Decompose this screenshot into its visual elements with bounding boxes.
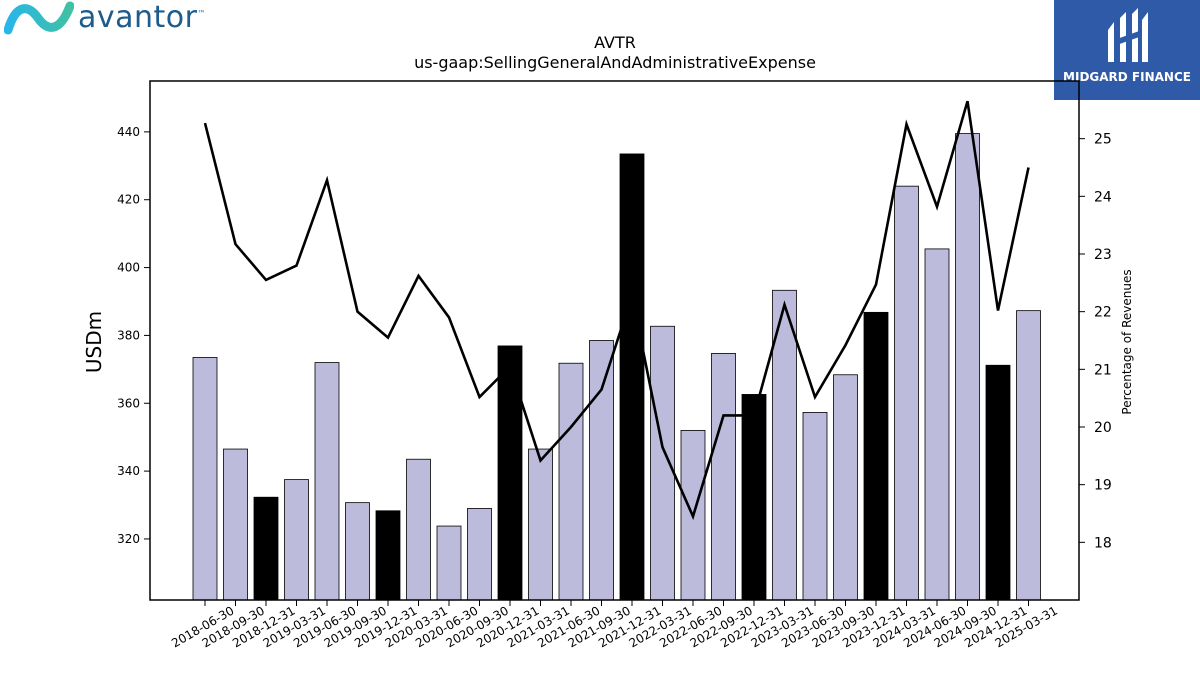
y2-tick-label-23: 23 xyxy=(1094,247,1112,263)
bar-2018-09-30 xyxy=(223,448,248,601)
bar-2020-03-31 xyxy=(406,458,431,601)
y2-tick-label-20: 20 xyxy=(1094,420,1112,436)
bar-2025-03-31 xyxy=(1016,310,1041,601)
bar-group xyxy=(192,133,1041,601)
percentage-line xyxy=(203,100,1030,521)
midgard-finance-text: MIDGARD FINANCE xyxy=(1063,70,1191,84)
bar-2023-03-31 xyxy=(772,289,797,601)
y2-tick-label-24: 24 xyxy=(1094,189,1112,205)
bar-2024-12-31 xyxy=(985,364,1011,601)
bar-2020-12-31 xyxy=(497,345,523,601)
bar-2020-06-30 xyxy=(436,525,462,601)
y2-tick-label-22: 22 xyxy=(1094,305,1112,321)
bar-2021-09-30 xyxy=(589,340,614,601)
bar-2022-12-31 xyxy=(741,394,767,601)
line-group xyxy=(203,100,1030,521)
y-tick-label-420: 420 xyxy=(117,193,140,207)
avantor-logo: avantor™ xyxy=(3,0,244,40)
y-tick-label-380: 380 xyxy=(117,328,140,342)
y2-tick-label-18: 18 xyxy=(1094,535,1112,551)
bar-2023-12-31 xyxy=(863,311,889,601)
midgard-finance-mark-icon xyxy=(1108,8,1148,62)
bar-2022-09-30 xyxy=(711,352,736,601)
bar-2019-03-31 xyxy=(284,479,309,601)
avantor-logo-text: avantor™ xyxy=(78,0,206,35)
bar-2024-09-30 xyxy=(955,133,980,601)
axes-group: 3203403603804004204401819202122232425201… xyxy=(117,80,1112,650)
chart-title: AVTR xyxy=(594,33,636,52)
y-tick-label-320: 320 xyxy=(117,532,140,546)
y2-tick-label-21: 21 xyxy=(1094,362,1112,378)
y-tick-label-440: 440 xyxy=(117,125,140,139)
y-axis-label: USDm xyxy=(82,311,106,373)
bar-2024-03-31 xyxy=(894,185,919,601)
y-tick-label-360: 360 xyxy=(117,396,140,410)
avantor-logo-mark-icon xyxy=(3,1,75,35)
y-tick-label-400: 400 xyxy=(117,261,140,275)
y2-tick-label-25: 25 xyxy=(1094,132,1112,148)
bar-2018-12-31 xyxy=(253,496,279,601)
bar-2019-09-30 xyxy=(345,502,370,601)
bar-2023-06-30 xyxy=(802,412,828,601)
y-tick-label-340: 340 xyxy=(117,464,140,478)
bar-2021-12-31 xyxy=(619,153,645,601)
bar-2021-06-30 xyxy=(558,362,584,601)
bar-2019-12-31 xyxy=(375,510,401,601)
bar-2024-06-30 xyxy=(924,248,950,601)
chart-subtitle: us-gaap:SellingGeneralAndAdministrativeE… xyxy=(414,53,816,72)
y2-axis-label: Percentage of Revenues xyxy=(1120,269,1134,414)
plot-frame xyxy=(149,80,1080,601)
bar-2018-06-30 xyxy=(192,357,218,601)
bar-2021-03-31 xyxy=(528,448,553,601)
bar-2023-09-30 xyxy=(833,374,858,601)
bar-2019-06-30 xyxy=(314,362,340,601)
y2-tick-label-19: 19 xyxy=(1094,478,1112,494)
bar-2020-09-30 xyxy=(467,508,492,601)
